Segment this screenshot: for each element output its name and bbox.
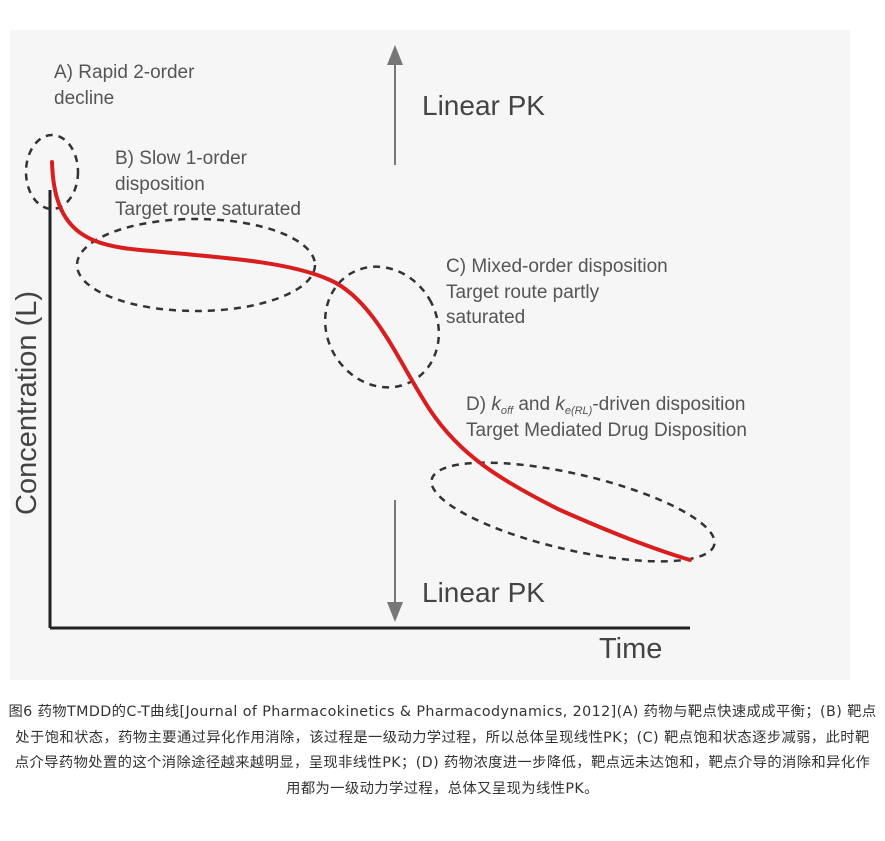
concentration-curve [50, 160, 692, 562]
annotation-d-line1: D) koff and ke(RL)-driven disposition [466, 394, 745, 417]
annotation-c-line2: Target route partly [446, 282, 600, 303]
ellipse-b [75, 217, 317, 313]
annotation-c-line1: C) Mixed-order disposition [446, 256, 668, 277]
annotation-d-line2: Target Mediated Drug Disposition [466, 420, 747, 441]
annotation-a-line1: A) Rapid 2-order [54, 62, 195, 83]
ellipse-a [24, 133, 80, 211]
annotation-b-line1: B) Slow 1-order [115, 148, 248, 169]
tmdd-ct-diagram: A) Rapid 2-order decline B) Slow 1-order… [11, 45, 747, 665]
annotation-a-line2: decline [54, 88, 114, 109]
figure-caption: 图6 药物TMDD的C-T曲线[Journal of Pharmacokinet… [8, 704, 877, 797]
annotation-b-line2: disposition [115, 174, 205, 195]
x-axis-label: Time [599, 633, 662, 665]
figure-panel [10, 30, 850, 680]
linear-pk-bottom-label: Linear PK [422, 577, 545, 608]
y-axis-label: Concentration (L) [11, 291, 43, 515]
linear-pk-top-label: Linear PK [422, 90, 545, 121]
ellipse-d [430, 461, 716, 563]
annotation-b-line3: Target route saturated [115, 199, 301, 220]
annotation-c-line3: saturated [446, 307, 525, 328]
